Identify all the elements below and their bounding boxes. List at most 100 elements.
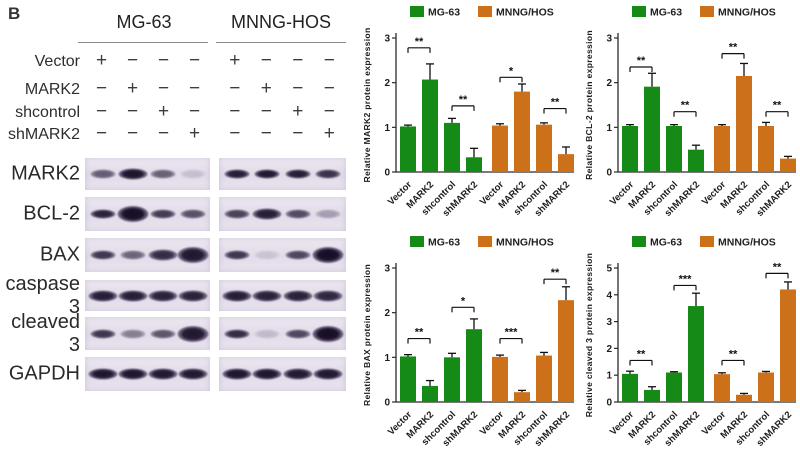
minus-sign: − (260, 101, 272, 122)
blot-label: cleaved 3 (11, 310, 80, 356)
condition-label: MARK2 (24, 81, 80, 98)
bar-vector-mg63 (622, 125, 638, 172)
blot-band (252, 368, 282, 380)
sig-stars: ** (729, 348, 738, 360)
y-axis-label: Relative cleaved 3 protein expression (584, 253, 594, 417)
blot-label: BAX (39, 243, 80, 266)
legend-swatch-mnng-hos (700, 6, 714, 17)
plus-sign: + (260, 78, 272, 99)
blot-band (118, 290, 147, 301)
minus-sign: − (126, 123, 139, 144)
blot-band (180, 169, 205, 179)
blot-band (315, 209, 341, 219)
minus-sign: − (188, 101, 201, 122)
legend-label: MG-63 (428, 237, 460, 249)
y-tick-label: 1 (384, 123, 390, 134)
minus-sign: − (229, 78, 241, 99)
group-header-mg63: MG-63 (116, 12, 172, 32)
bar-shcontrol-mg63 (666, 372, 682, 402)
western-blot-panel: B MG-63 MNNG-HOS Vector + − − − + − − − MARK2− + − −… (0, 0, 362, 460)
blot-band (252, 290, 282, 301)
legend-swatch-mnng-hos (700, 236, 714, 247)
bar-shmark2-mg63 (466, 157, 482, 172)
legend-label: MNNG/HOS (496, 7, 554, 19)
chart-mark2-expression: MG-63 MNNG/HOS 0 1 2 3 Relative MARK2 protein … (360, 0, 580, 230)
minus-sign: − (229, 101, 241, 122)
sign-group-mnng-hos: − − + − (219, 101, 345, 125)
sig-stars: * (461, 295, 466, 307)
bar-shmark2-mnng-hos (558, 300, 574, 402)
bar-chart-svg: MG-63 MNNG/HOS 0 1 2 3 Relative BAX protein ex… (362, 236, 574, 449)
y-tick-label: 2 (384, 308, 390, 319)
legend-swatch-mg63 (632, 6, 646, 17)
blot-strip-mg63 (85, 317, 210, 350)
blot-band (90, 209, 115, 219)
legend-swatch-mg63 (410, 6, 424, 17)
legend-label: MG-63 (650, 7, 682, 19)
bar-shcontrol-mnng-hos (536, 355, 552, 402)
sig-stars: *** (679, 273, 693, 285)
condition-row-vector: Vector + − − − + − − − (0, 50, 362, 74)
condition-label: Vector (34, 53, 80, 70)
blot-row-caspase-3: caspase 3 (0, 273, 362, 318)
bar-shmark2-mnng-hos (780, 158, 796, 172)
plus-sign: + (323, 123, 335, 144)
bar-shcontrol-mg63 (666, 125, 682, 172)
condition-row-shmark2: shMARK2− − − + − − − + (0, 123, 362, 147)
bar-shcontrol-mnng-hos (758, 372, 774, 402)
minus-sign: − (323, 78, 335, 99)
blot-band (177, 325, 208, 342)
minus-sign: − (292, 78, 304, 99)
minus-sign: − (323, 50, 335, 71)
blot-band (120, 329, 145, 338)
sig-stars: ** (551, 267, 560, 279)
condition-label: shMARK2 (7, 126, 80, 143)
minus-sign: − (126, 101, 139, 122)
bar-vector-mnng-hos (492, 125, 508, 172)
minus-sign: − (188, 50, 201, 71)
bar-shcontrol-mnng-hos (536, 124, 552, 172)
blot-band (90, 169, 115, 179)
blot-strip-mg63 (85, 158, 210, 190)
bar-shmark2-mnng-hos (558, 154, 574, 172)
y-tick-label: 1 (606, 123, 612, 134)
blot-band (117, 206, 148, 222)
blot-band (88, 368, 117, 380)
blot-row-bax: BAX (0, 238, 362, 272)
sig-stars: * (509, 65, 514, 77)
minus-sign: − (260, 50, 272, 71)
bar-shmark2-mnng-hos (780, 289, 796, 402)
y-tick-label: 1 (384, 353, 390, 364)
legend-swatch-mg63 (410, 236, 424, 247)
blot-band (254, 250, 280, 260)
bar-mark2-mnng-hos (736, 394, 752, 402)
legend-label: MG-63 (428, 7, 460, 19)
sign-group-mg63: − − + − (86, 101, 210, 125)
bar-vector-mg63 (622, 373, 638, 402)
y-tick-label: 3 (384, 264, 390, 275)
sig-stars: ** (415, 327, 424, 339)
bar-vector-mnng-hos (714, 125, 730, 172)
blot-strip-mg63 (85, 357, 210, 391)
sig-stars: *** (505, 327, 519, 339)
blot-band (313, 290, 343, 301)
minus-sign: − (157, 123, 170, 144)
blot-band (148, 290, 177, 301)
blot-label: caspase 3 (5, 272, 81, 318)
blot-band (88, 290, 117, 301)
blot-band (224, 329, 250, 338)
sig-stars: ** (773, 100, 782, 112)
bar-mark2-mg63 (422, 79, 438, 172)
blot-band (178, 290, 207, 301)
y-tick-label: 1 (606, 371, 612, 382)
blot-strip-mnng-hos (219, 238, 346, 272)
bar-shcontrol-mg63 (444, 122, 460, 172)
legend-swatch-mnng-hos (478, 6, 492, 17)
blot-strip-mnng-hos (219, 280, 346, 311)
condition-row-mark2: MARK2− + − − − + − − (0, 78, 362, 102)
y-tick-label: 5 (606, 264, 612, 275)
blot-label: MARK2 (11, 162, 80, 185)
sig-stars: ** (551, 97, 560, 109)
y-tick-label: 3 (606, 34, 612, 45)
bar-mark2-mg63 (422, 385, 438, 402)
